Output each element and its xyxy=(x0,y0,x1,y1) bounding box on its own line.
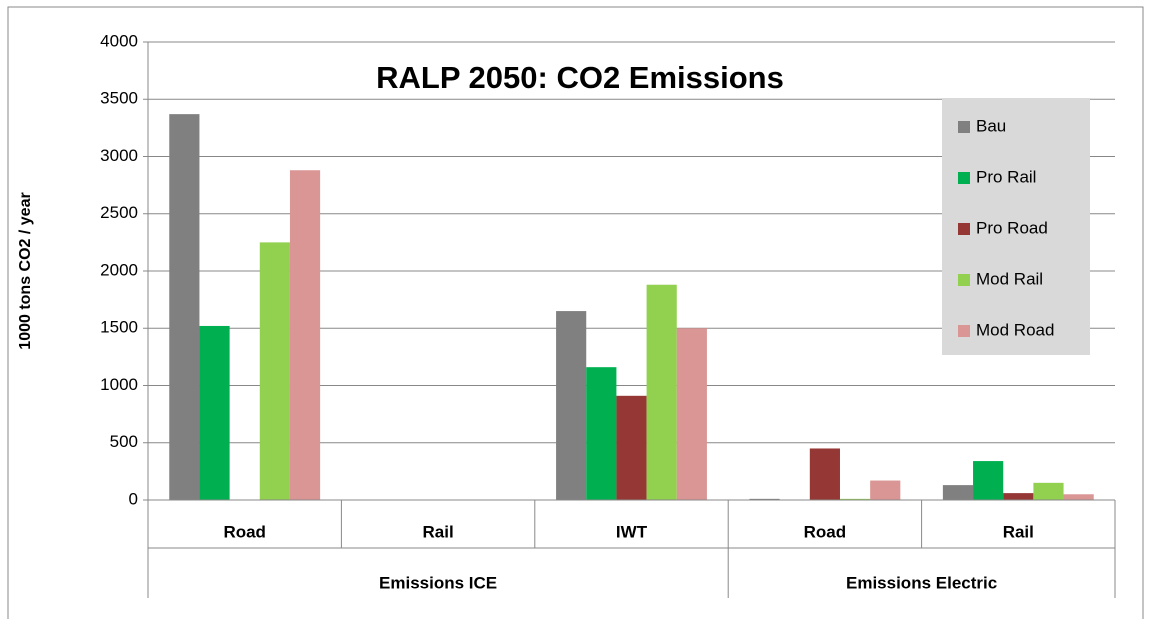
bar xyxy=(259,242,290,500)
group-label: Emissions ICE xyxy=(379,573,497,592)
group-label: Emissions Electric xyxy=(846,573,997,592)
bar xyxy=(586,367,617,500)
bar xyxy=(973,461,1004,500)
y-tick-label: 0 xyxy=(129,489,138,508)
legend-swatch xyxy=(958,172,970,184)
bar xyxy=(646,284,677,500)
legend-swatch xyxy=(958,121,970,133)
bar xyxy=(556,311,587,500)
legend-label: Bau xyxy=(976,116,1006,135)
bar xyxy=(749,498,780,500)
legend-swatch xyxy=(958,223,970,235)
y-tick-label: 1500 xyxy=(100,318,138,337)
x-tick-label: Road xyxy=(223,522,266,541)
bar xyxy=(1063,494,1094,500)
bar xyxy=(199,325,230,500)
legend-label: Pro Rail xyxy=(976,167,1036,186)
legend-swatch xyxy=(958,274,970,286)
bar xyxy=(1003,493,1034,500)
legend-label: Mod Road xyxy=(976,320,1054,339)
x-tick-label: IWT xyxy=(616,522,648,541)
y-axis-label: 1000 tons CO2 / year xyxy=(17,192,34,349)
bar xyxy=(676,328,707,500)
legend-label: Pro Road xyxy=(976,218,1048,237)
bar xyxy=(942,485,974,500)
y-tick-label: 3000 xyxy=(100,146,138,165)
bar xyxy=(616,395,647,500)
bar xyxy=(839,498,871,500)
y-tick-label: 2000 xyxy=(100,260,138,279)
y-tick-label: 3500 xyxy=(100,89,138,108)
y-tick-label: 500 xyxy=(110,432,138,451)
chart-title: RALP 2050: CO2 Emissions xyxy=(376,60,784,95)
x-tick-label: Rail xyxy=(423,522,454,541)
y-tick-label: 2500 xyxy=(100,203,138,222)
bar xyxy=(1033,482,1064,500)
y-tick-label: 4000 xyxy=(100,31,138,50)
legend-label: Mod Rail xyxy=(976,269,1043,288)
chart-frame xyxy=(7,6,1144,619)
y-tick-label: 1000 xyxy=(100,375,138,394)
legend-swatch xyxy=(958,325,970,337)
x-tick-label: Rail xyxy=(1003,522,1034,541)
bar xyxy=(169,114,200,500)
x-tick-label: Road xyxy=(804,522,847,541)
bar xyxy=(809,448,840,500)
bar xyxy=(870,480,901,500)
bar xyxy=(289,170,321,501)
